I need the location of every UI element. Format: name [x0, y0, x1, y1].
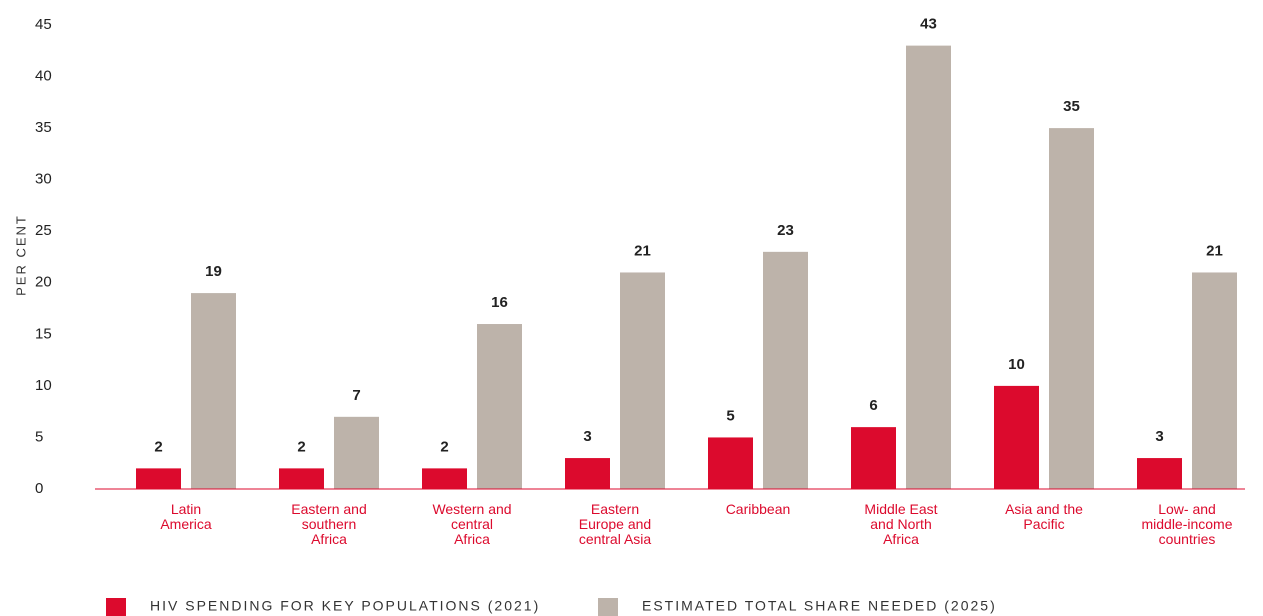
y-tick-label: 0 — [35, 480, 43, 497]
bar — [620, 272, 665, 489]
value-label: 10 — [1008, 356, 1025, 373]
bar — [906, 45, 951, 489]
bar — [477, 324, 522, 489]
bar — [994, 385, 1039, 489]
bar — [708, 437, 753, 489]
x-tick-label: Western and central Africa — [432, 501, 512, 547]
x-tick-label: Eastern Europe and central Asia — [578, 501, 652, 547]
bar — [422, 468, 467, 489]
value-label: 3 — [583, 428, 591, 445]
y-tick-label: 15 — [35, 325, 52, 342]
bar — [763, 251, 808, 489]
x-tick-label: Middle East and North Africa — [864, 501, 938, 547]
bar — [565, 458, 610, 489]
y-tick-label: 10 — [35, 377, 52, 394]
value-label: 23 — [777, 222, 794, 239]
bar — [136, 468, 181, 489]
value-label: 6 — [869, 397, 877, 414]
x-tick-label: Low- and middle-income countries — [1141, 501, 1233, 547]
bar — [334, 416, 379, 489]
bar — [279, 468, 324, 489]
value-label: 7 — [352, 387, 360, 404]
x-tick-label: Latin America — [160, 501, 212, 532]
bar — [1049, 128, 1094, 489]
y-tick-label: 45 — [35, 16, 52, 33]
value-label: 19 — [205, 263, 222, 280]
value-label: 21 — [1206, 242, 1223, 259]
bar — [851, 427, 896, 489]
bar — [191, 293, 236, 489]
bar — [1137, 458, 1182, 489]
value-label: 35 — [1063, 98, 1080, 115]
y-tick-label: 40 — [35, 68, 52, 85]
y-tick-label: 35 — [35, 119, 52, 136]
value-label: 2 — [154, 438, 162, 455]
value-label: 21 — [634, 242, 651, 259]
legend-label: HIV SPENDING FOR KEY POPULATIONS (2021) — [150, 598, 540, 614]
y-tick-label: 5 — [35, 428, 43, 445]
y-tick-label: 20 — [35, 274, 52, 291]
legend-swatch — [598, 598, 618, 616]
value-label: 3 — [1155, 428, 1163, 445]
bar — [1192, 272, 1237, 489]
value-label: 2 — [297, 438, 305, 455]
x-tick-label: Asia and the Pacific — [1005, 501, 1083, 532]
value-label: 2 — [440, 438, 448, 455]
y-axis-title: PER CENT — [13, 214, 28, 296]
legend-label: ESTIMATED TOTAL SHARE NEEDED (2025) — [642, 598, 997, 614]
value-label: 5 — [726, 407, 734, 424]
legend-swatch — [106, 598, 126, 616]
x-tick-label: Caribbean — [725, 501, 791, 517]
x-tick-label: Eastern and southern Africa — [291, 501, 367, 547]
y-tick-label: 25 — [35, 222, 52, 239]
value-label: 16 — [491, 294, 508, 311]
y-tick-label: 30 — [35, 171, 52, 188]
value-label: 43 — [920, 16, 937, 33]
